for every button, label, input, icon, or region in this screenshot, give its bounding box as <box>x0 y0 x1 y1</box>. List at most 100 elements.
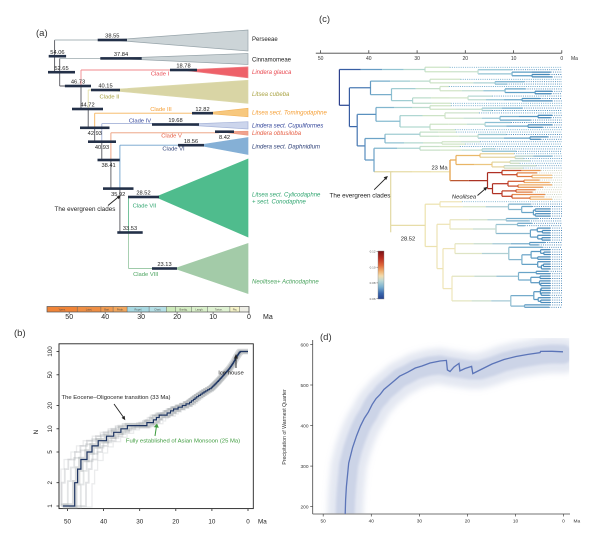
svg-text:8.42: 8.42 <box>219 135 230 141</box>
svg-text:50: 50 <box>64 519 72 526</box>
svg-text:38.55: 38.55 <box>105 34 119 40</box>
svg-text:Clade VII: Clade VII <box>133 204 157 210</box>
svg-text:5: 5 <box>47 450 54 454</box>
svg-text:Clade VI: Clade VI <box>162 146 185 152</box>
svg-text:Precipitation of Warmest Quart: Precipitation of Warmest Quarter <box>282 389 288 465</box>
svg-text:Clade IV: Clade IV <box>129 118 151 124</box>
svg-text:44.72: 44.72 <box>80 103 94 109</box>
svg-text:200: 200 <box>300 504 308 510</box>
svg-text:(d): (d) <box>320 332 332 343</box>
svg-text:28.52: 28.52 <box>136 191 150 197</box>
svg-text:20: 20 <box>172 519 180 526</box>
svg-text:42.93: 42.93 <box>88 131 102 137</box>
svg-text:20: 20 <box>47 402 54 410</box>
svg-text:The evergreen clades: The evergreen clades <box>330 193 391 200</box>
svg-text:(b): (b) <box>14 328 26 339</box>
svg-text:Rupel.: Rupel. <box>135 308 143 312</box>
svg-text:2: 2 <box>47 480 54 484</box>
svg-text:Lindera sect. Daphnidium: Lindera sect. Daphnidium <box>252 144 320 150</box>
svg-text:Priab.: Priab. <box>117 308 124 312</box>
svg-text:Ma: Ma <box>263 314 273 321</box>
svg-text:50: 50 <box>321 519 327 525</box>
svg-text:Cinnamomeae: Cinnamomeae <box>252 57 292 63</box>
svg-text:40: 40 <box>100 519 108 526</box>
svg-text:30: 30 <box>414 56 420 62</box>
svg-text:46.73: 46.73 <box>71 80 85 86</box>
svg-text:0: 0 <box>562 519 565 525</box>
svg-text:52.65: 52.65 <box>54 66 68 72</box>
svg-text:Ma: Ma <box>258 519 267 526</box>
svg-text:Clade III: Clade III <box>150 107 172 113</box>
svg-text:30: 30 <box>417 519 423 525</box>
svg-text:Litsea sect. Tomingodaphne: Litsea sect. Tomingodaphne <box>252 110 327 116</box>
svg-text:Clade I: Clade I <box>151 71 170 77</box>
svg-text:Clade V: Clade V <box>161 133 182 139</box>
svg-text:Litsea sect. Cylicodaphne: Litsea sect. Cylicodaphne <box>252 192 321 198</box>
svg-text:37.84: 37.84 <box>114 52 128 58</box>
svg-text:600: 600 <box>300 342 308 348</box>
svg-text:40.93: 40.93 <box>95 145 109 151</box>
svg-text:0: 0 <box>247 314 251 321</box>
svg-text:50: 50 <box>47 371 54 379</box>
svg-text:Chatt.: Chatt. <box>154 308 161 312</box>
svg-text:19.68: 19.68 <box>168 118 182 124</box>
svg-text:Litsea cubeba: Litsea cubeba <box>252 92 290 98</box>
svg-text:N: N <box>33 429 40 434</box>
svg-text:38.41: 38.41 <box>101 163 115 169</box>
svg-text:18.56: 18.56 <box>184 139 198 145</box>
svg-text:23.13: 23.13 <box>157 262 171 268</box>
svg-text:1: 1 <box>47 504 54 508</box>
svg-text:30: 30 <box>136 519 144 526</box>
svg-text:0: 0 <box>246 519 250 526</box>
svg-text:10: 10 <box>209 314 217 321</box>
svg-text:Neolitsea+ Actinodaphne: Neolitsea+ Actinodaphne <box>252 279 319 285</box>
svg-text:40: 40 <box>369 519 375 525</box>
svg-text:Burdig.: Burdig. <box>179 308 187 312</box>
svg-text:Lindera sect. Cupuliformes: Lindera sect. Cupuliformes <box>252 124 323 130</box>
svg-text:0.06: 0.06 <box>370 297 376 301</box>
svg-text:40: 40 <box>366 56 372 62</box>
svg-text:Lutet.: Lutet. <box>86 308 93 312</box>
svg-text:Torton.: Torton. <box>215 308 223 312</box>
svg-text:10: 10 <box>208 519 216 526</box>
svg-text:Ypres.: Ypres. <box>58 308 66 312</box>
svg-text:300: 300 <box>300 464 308 470</box>
svg-text:33.53: 33.53 <box>123 226 137 232</box>
svg-text:Ice house: Ice house <box>218 371 244 377</box>
svg-text:Neolitsea: Neolitsea <box>452 195 477 201</box>
svg-text:The evergreen clades: The evergreen clades <box>55 206 116 213</box>
svg-text:+ sect. Conodaphne: + sect. Conodaphne <box>252 199 307 205</box>
svg-text:0.08: 0.08 <box>370 281 376 285</box>
svg-text:35.92: 35.92 <box>111 192 125 198</box>
svg-text:Lindera obtusiloba: Lindera obtusiloba <box>252 131 302 137</box>
svg-text:20: 20 <box>463 56 469 62</box>
svg-text:20: 20 <box>173 314 181 321</box>
svg-text:Pia.: Pia. <box>233 308 238 312</box>
svg-text:18.78: 18.78 <box>176 64 190 70</box>
svg-text:Clade II: Clade II <box>100 94 120 100</box>
svg-text:40.15: 40.15 <box>98 84 112 90</box>
svg-text:10: 10 <box>511 56 517 62</box>
svg-text:23 Ma: 23 Ma <box>431 166 448 172</box>
svg-text:10: 10 <box>513 519 519 525</box>
svg-text:40: 40 <box>101 314 109 321</box>
svg-text:0.12: 0.12 <box>370 250 376 254</box>
svg-text:(c): (c) <box>319 14 330 25</box>
svg-text:Perseeae: Perseeae <box>252 37 278 43</box>
svg-text:Ma: Ma <box>574 519 581 525</box>
svg-text:The Eocene–Oligocene transitio: The Eocene–Oligocene transition (33 Ma) <box>61 395 170 401</box>
svg-text:54.06: 54.06 <box>50 50 64 56</box>
svg-text:Ma: Ma <box>571 56 578 62</box>
svg-text:Clade VIII: Clade VIII <box>133 272 159 278</box>
svg-text:Langh.: Langh. <box>195 308 203 312</box>
svg-text:400: 400 <box>300 423 308 429</box>
svg-text:28.52: 28.52 <box>401 237 416 243</box>
svg-text:10: 10 <box>47 425 54 433</box>
svg-text:50: 50 <box>65 314 73 321</box>
svg-text:12.82: 12.82 <box>195 107 209 113</box>
svg-text:Fully established of Asian Mon: Fully established of Asian Monsoon (25 M… <box>126 439 240 445</box>
svg-text:(a): (a) <box>36 28 48 39</box>
svg-text:0.10: 0.10 <box>370 265 376 269</box>
svg-text:100: 100 <box>47 346 54 357</box>
svg-text:50: 50 <box>318 56 324 62</box>
